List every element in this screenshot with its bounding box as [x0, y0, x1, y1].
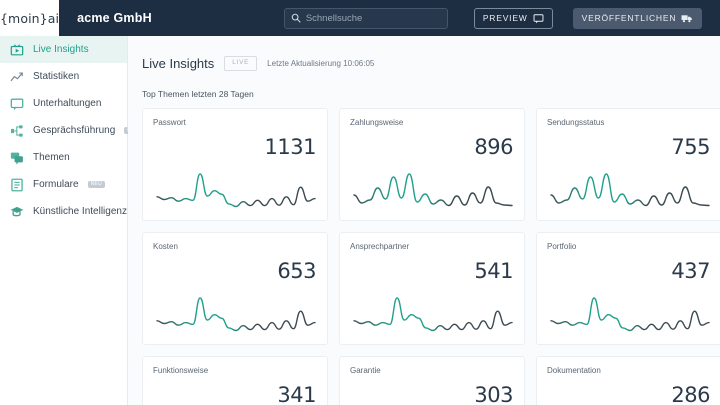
topic-card[interactable]: Ansprechpartner 541 [339, 232, 525, 345]
topic-card-sparkline [156, 297, 316, 332]
main-content: Live Insights LIVE Letzte Aktualisierung… [128, 36, 720, 405]
section-label: Top Themen letzten 28 Tagen [142, 89, 254, 99]
topic-card-sparkline [550, 173, 710, 207]
topic-card-title: Passwort [153, 118, 186, 127]
chart-line-icon [10, 71, 23, 81]
topic-card-title: Zahlungsweise [350, 118, 404, 127]
publish-button[interactable]: VERÖFFENTLICHEN [572, 7, 703, 29]
sidebar: Live Insights Statistiken Unterhaltungen… [0, 36, 142, 405]
app-logo[interactable]: {moin}ai [0, 0, 60, 36]
preview-button-label: PREVIEW [482, 13, 528, 23]
account-name: acme GmbH [77, 11, 152, 25]
flow-branch-icon [11, 124, 23, 137]
app-logo-text: {moin}ai [0, 10, 60, 26]
live-status-badge: LIVE [224, 56, 258, 71]
preview-button[interactable]: PREVIEW [473, 7, 553, 29]
topics-card-grid: Passwort 1131 Zahlungsweise 896 Sendungsstat… [142, 108, 720, 405]
graduation-cap-icon [10, 206, 24, 216]
sidebar-item-label: Live Insights [33, 44, 89, 55]
topic-card-title: Portfolio [547, 242, 577, 251]
topic-card[interactable]: Portfolio 437 [536, 232, 720, 345]
sidebar-item-badge: NEU [87, 181, 106, 188]
topic-card[interactable]: Sendungsstatus 755 [536, 108, 720, 221]
sidebar-item-label: Künstliche Intelligenz [33, 206, 127, 217]
topic-card-sparkline [550, 297, 710, 332]
topic-card-sparkline [156, 173, 316, 208]
chat-multi-icon [10, 152, 23, 164]
topic-card-value: 541 [474, 259, 513, 283]
topic-card-value: 1131 [264, 135, 317, 159]
sidebar-item-unterhaltungen[interactable]: Unterhaltungen [0, 90, 127, 117]
topic-card[interactable]: Garantie 303 [339, 356, 525, 405]
page-title: Live Insights [142, 56, 215, 71]
chat-bubble-icon [10, 98, 24, 110]
page-header: Live Insights LIVE Letzte Aktualisierung… [128, 36, 720, 71]
sidebar-item-label: Statistiken [33, 71, 80, 82]
top-bar: {moin}ai acme GmbH PREVIEW VERÖFFENTLICH… [0, 0, 720, 36]
live-insights-icon [10, 43, 24, 55]
topic-card-sparkline [353, 173, 513, 207]
topic-card-value: 341 [277, 383, 316, 405]
sidebar-item-live-insights[interactable]: Live Insights [0, 36, 127, 63]
last-updated-text: Letzte Aktualisierung 10:06:05 [267, 59, 375, 68]
topic-card-value: 437 [671, 259, 710, 283]
form-list-icon [11, 178, 23, 191]
topic-card-sparkline [353, 297, 513, 332]
sidebar-item-label: Gesprächsführung [33, 125, 116, 136]
topic-card[interactable]: Funktionsweise 341 [142, 356, 328, 405]
topic-card-value: 303 [474, 383, 513, 405]
search-input[interactable] [305, 12, 441, 24]
topic-card[interactable]: Dokumentation 286 [536, 356, 720, 405]
sidebar-item-kuenstliche-intelligenz[interactable]: Künstliche Intelligenz [0, 198, 127, 225]
search-icon [291, 13, 301, 23]
sidebar-item-statistiken[interactable]: Statistiken [0, 63, 127, 90]
topic-card-title: Ansprechpartner [350, 242, 410, 251]
chat-bubble-icon [533, 13, 544, 23]
search-box[interactable] [283, 7, 448, 29]
truck-icon [681, 14, 693, 22]
top-bar-main: acme GmbH PREVIEW VERÖFFENTLICHEN [59, 0, 720, 36]
topic-card[interactable]: Zahlungsweise 896 [339, 108, 525, 221]
sidebar-item-label: Formulare [33, 179, 79, 190]
topic-card-value: 755 [671, 135, 710, 159]
sidebar-item-label: Themen [33, 152, 70, 163]
sidebar-item-formulare[interactable]: Formulare NEU [0, 171, 127, 198]
topic-card-value: 653 [277, 259, 316, 283]
publish-button-label: VERÖFFENTLICHEN [581, 13, 677, 23]
topic-card-title: Funktionsweise [153, 366, 209, 375]
topic-card-value: 286 [671, 383, 710, 405]
topic-card-title: Sendungsstatus [547, 118, 605, 127]
topic-card-title: Dokumentation [547, 366, 601, 375]
topic-card-title: Garantie [350, 366, 381, 375]
sidebar-item-gespraechsfuehrung[interactable]: Gesprächsführung NEU [0, 117, 142, 144]
topic-card-value: 896 [474, 135, 513, 159]
topic-card[interactable]: Kosten 653 [142, 232, 328, 345]
topic-card[interactable]: Passwort 1131 [142, 108, 328, 221]
sidebar-item-label: Unterhaltungen [33, 98, 102, 109]
sidebar-item-themen[interactable]: Themen [0, 144, 127, 171]
topic-card-title: Kosten [153, 242, 178, 251]
